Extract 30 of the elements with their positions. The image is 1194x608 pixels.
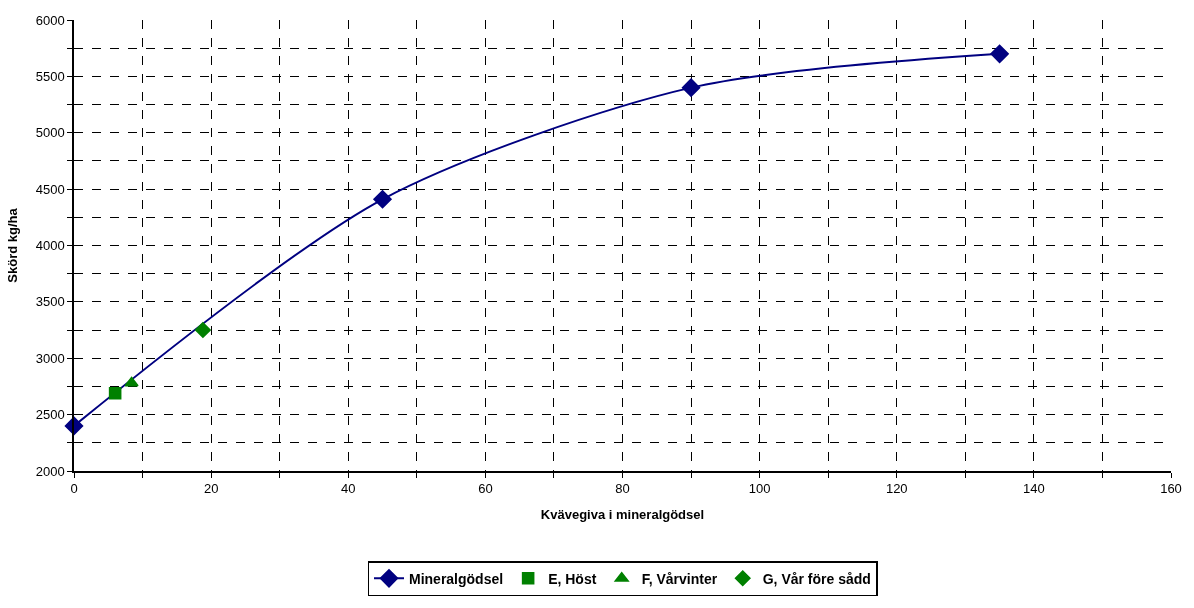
- x-tick-label: 120: [885, 481, 908, 497]
- point: [108, 386, 122, 400]
- x-tick-label: 0: [70, 481, 78, 497]
- x-tick-label: 20: [203, 481, 219, 497]
- x-tick-label: 100: [748, 481, 771, 497]
- point: [681, 78, 701, 97]
- x-tick-label: 60: [478, 481, 493, 497]
- y-tick-label: 4500: [35, 181, 65, 197]
- x-tick-label: 140: [1023, 481, 1045, 497]
- y-tick-label: 2000: [35, 463, 65, 479]
- point: [124, 376, 139, 387]
- legend-label: Mineralgödsel: [409, 570, 504, 587]
- legend-label: F, Vårvinter: [641, 570, 718, 587]
- y-axis-title: Skörd kg/ha: [5, 207, 21, 283]
- x-tick-label: 80: [615, 481, 630, 497]
- legend-label: G, Vår före sådd: [762, 570, 871, 587]
- x-tick-label: 40: [341, 481, 356, 497]
- x-axis-title: Kvävegiva i mineralgödsel: [540, 507, 705, 523]
- y-tick-label: 6000: [35, 12, 65, 28]
- y-tick-label: 3000: [35, 350, 65, 366]
- y-tick-label: 5500: [35, 68, 65, 84]
- y-tick-label: 3500: [35, 294, 65, 310]
- point: [373, 190, 392, 209]
- y-tick-label: 4000: [35, 238, 65, 254]
- point: [194, 322, 211, 339]
- point: [990, 44, 1009, 64]
- y-tick-label: 5000: [35, 125, 65, 141]
- x-tick-label: 160: [1160, 481, 1182, 497]
- legend-label: E, Höst: [548, 570, 597, 587]
- y-tick-label: 2500: [35, 407, 65, 423]
